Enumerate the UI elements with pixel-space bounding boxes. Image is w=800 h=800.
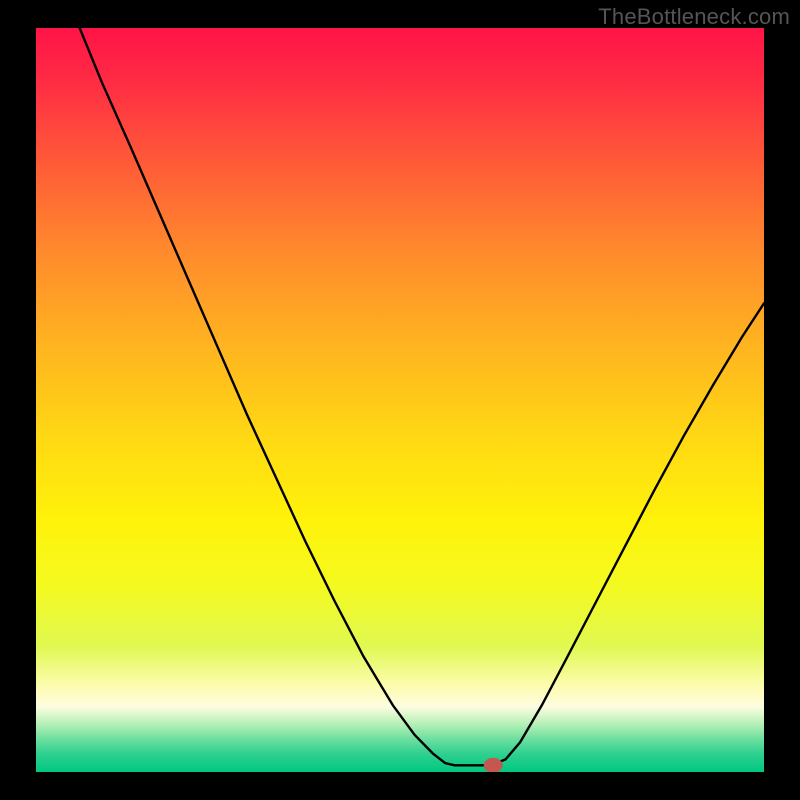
plot-background <box>36 28 764 772</box>
optimum-marker <box>484 758 502 772</box>
watermark-text: TheBottleneck.com <box>598 4 790 30</box>
plot-area <box>36 28 764 772</box>
chart-svg <box>36 28 764 772</box>
chart-frame: TheBottleneck.com <box>0 0 800 800</box>
